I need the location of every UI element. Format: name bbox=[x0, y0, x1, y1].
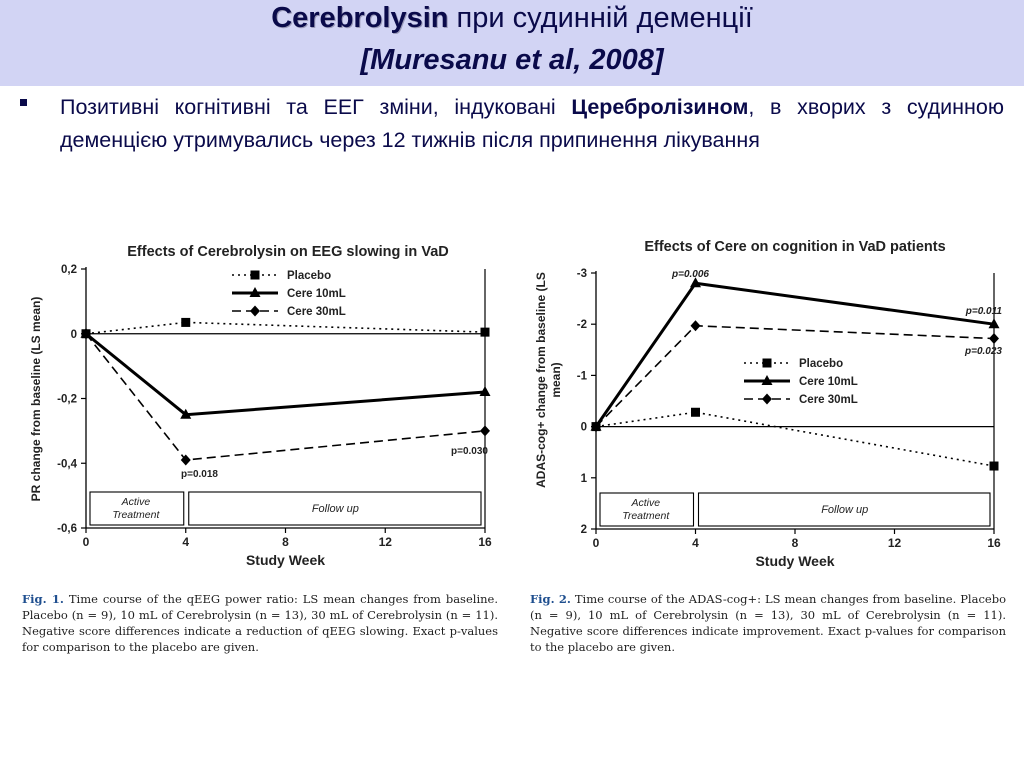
p-value-annotation: p=0.006 bbox=[671, 269, 709, 280]
phase-box-followup bbox=[188, 491, 482, 526]
legend-marker-diamond bbox=[250, 305, 260, 317]
figure-1-caption-text: Time course of the qEEG power ratio: LS … bbox=[22, 592, 498, 654]
bullet-text-start: Позитивні когнітивні та ЕЕГ зміни, індук… bbox=[60, 95, 572, 119]
data-point-square bbox=[989, 461, 999, 471]
y-tick-label: -2 bbox=[577, 319, 587, 331]
y-tick-label: -0,6 bbox=[57, 523, 77, 535]
slide-title: Cerebrolysin при судинній деменції bbox=[0, 2, 1024, 35]
y-tick-label: 0,2 bbox=[61, 264, 77, 276]
x-tick-label: 4 bbox=[182, 535, 189, 549]
y-tick-label: -1 bbox=[577, 370, 588, 382]
x-tick-label: 12 bbox=[379, 535, 393, 549]
legend-marker-triangle bbox=[761, 375, 773, 385]
eeg-chart: Effects of Cerebrolysin on EEG slowing i… bbox=[29, 244, 492, 568]
legend-label: Cere 10mL bbox=[287, 288, 346, 300]
p-value-annotation: p=0.023 bbox=[964, 346, 1002, 357]
x-axis-label: Study Week bbox=[246, 552, 325, 568]
x-tick-label: 0 bbox=[83, 535, 90, 549]
series-line-square bbox=[85, 321, 486, 335]
data-point-diamond bbox=[989, 333, 999, 345]
phase-label-followup: Follow up bbox=[821, 504, 868, 516]
x-axis-label: Study Week bbox=[755, 553, 834, 569]
x-tick-label: 16 bbox=[987, 536, 1001, 550]
x-tick-label: 4 bbox=[692, 536, 699, 550]
data-point-square bbox=[181, 317, 191, 327]
y-tick-label: -0,4 bbox=[57, 458, 77, 470]
data-point-diamond bbox=[480, 425, 490, 437]
bullet-marker bbox=[20, 99, 27, 106]
title-banner: Cerebrolysin при судинній деменції [Mure… bbox=[0, 0, 1024, 86]
y-tick-label: -0,2 bbox=[57, 394, 77, 406]
y-axis-label: mean) bbox=[549, 362, 563, 397]
phase-label-active: Treatment bbox=[112, 509, 160, 521]
x-tick-label: 8 bbox=[282, 535, 289, 549]
figure-2-label: Fig. 2. bbox=[530, 592, 571, 606]
phase-box-followup bbox=[697, 492, 991, 527]
figure-1-label: Fig. 1. bbox=[22, 592, 64, 606]
data-point-diamond bbox=[81, 328, 91, 340]
data-point-triangle bbox=[180, 408, 192, 419]
phase-label-followup: Follow up bbox=[312, 503, 359, 515]
series-line-triangle bbox=[85, 332, 486, 417]
figure-2-caption: Fig. 2. Time course of the ADAS-cog+: LS… bbox=[530, 591, 1006, 655]
legend-label: Cere 30mL bbox=[287, 306, 346, 318]
data-point-diamond bbox=[591, 421, 601, 433]
legend-marker-triangle bbox=[249, 287, 261, 297]
phase-label-active: Treatment bbox=[622, 510, 670, 522]
x-tick-label: 8 bbox=[792, 536, 799, 550]
bullet-text: Позитивні когнітивні та ЕЕГ зміни, індук… bbox=[60, 91, 1004, 157]
series-line-square bbox=[595, 411, 995, 467]
phase-label-active: Active bbox=[121, 496, 151, 508]
chart-title: Effects of Cere on cognition in VaD pati… bbox=[644, 239, 945, 255]
p-value-annotation: p=0.030 bbox=[451, 446, 488, 457]
y-tick-label: -3 bbox=[577, 268, 587, 280]
citation: [Muresanu et al, 2008] bbox=[360, 44, 664, 76]
x-tick-label: 0 bbox=[593, 536, 600, 550]
y-tick-label: 1 bbox=[581, 473, 588, 485]
series-line-triangle bbox=[594, 281, 995, 428]
title-drug-name: Cerebrolysin bbox=[271, 2, 449, 34]
phase-label-active: Active bbox=[630, 497, 660, 509]
legend-label: Cere 30mL bbox=[799, 394, 858, 406]
y-tick-label: 0 bbox=[581, 422, 587, 434]
p-value-annotation: p=0.018 bbox=[181, 469, 218, 480]
figure-1-caption: Fig. 1. Time course of the qEEG power ra… bbox=[22, 591, 498, 655]
phase-box-active bbox=[89, 491, 185, 526]
bullet-text-bold: Церебролізином bbox=[571, 95, 749, 119]
data-point-triangle bbox=[690, 277, 701, 288]
data-point-triangle bbox=[479, 386, 491, 397]
y-tick-label: 2 bbox=[581, 524, 587, 536]
title-rest: при судинній деменції bbox=[448, 2, 753, 34]
legend-marker-square bbox=[250, 270, 260, 280]
chart-title: Effects of Cerebrolysin on EEG slowing i… bbox=[127, 244, 448, 260]
data-point-diamond bbox=[690, 320, 701, 332]
y-axis-label: ADAS-cog+ change from baseline (LS bbox=[534, 272, 548, 488]
bullet-text-end: , в хворих з судинною деменцією утримува… bbox=[60, 95, 1004, 152]
p-value-annotation: p=0.011 bbox=[965, 306, 1003, 317]
legend-label: Placebo bbox=[799, 358, 843, 370]
legend-marker-square bbox=[762, 358, 772, 368]
data-point-diamond bbox=[180, 454, 191, 466]
data-point-triangle bbox=[988, 318, 1000, 329]
x-tick-label: 12 bbox=[888, 536, 902, 550]
y-tick-label: 0 bbox=[71, 329, 77, 341]
cognition-chart: Effects of Cere on cognition in VaD pati… bbox=[534, 239, 1003, 569]
y-axis-label: PR change from baseline (LS mean) bbox=[29, 297, 43, 502]
legend-marker-diamond bbox=[762, 393, 772, 405]
legend-label: Placebo bbox=[287, 270, 331, 282]
data-point-square bbox=[691, 407, 700, 417]
data-point-square bbox=[480, 327, 490, 337]
x-tick-label: 16 bbox=[478, 535, 492, 549]
legend-label: Cere 10mL bbox=[799, 376, 858, 388]
figure-2-caption-text: Time course of the ADAS-cog+: LS mean ch… bbox=[530, 592, 1006, 654]
phase-box-active bbox=[599, 492, 695, 527]
